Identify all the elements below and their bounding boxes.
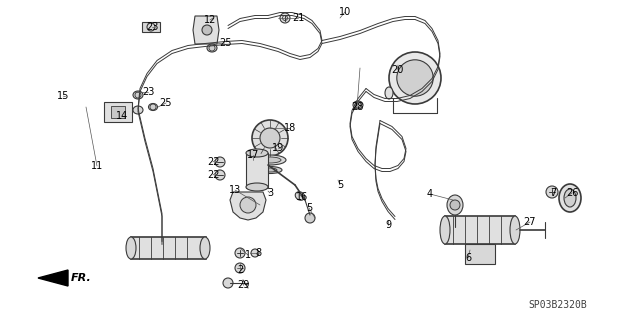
Text: 28: 28 <box>351 102 363 112</box>
Bar <box>111 106 125 118</box>
Bar <box>445 216 515 244</box>
Text: 3: 3 <box>267 188 273 198</box>
Text: 12: 12 <box>204 15 216 25</box>
Circle shape <box>252 120 288 156</box>
Text: SP03B2320B: SP03B2320B <box>529 300 588 310</box>
Circle shape <box>280 13 290 23</box>
Text: 20: 20 <box>391 65 403 75</box>
Ellipse shape <box>385 87 393 99</box>
Ellipse shape <box>254 155 286 165</box>
Ellipse shape <box>564 189 576 207</box>
Text: 11: 11 <box>91 161 103 171</box>
Ellipse shape <box>246 183 268 191</box>
Text: 5: 5 <box>337 180 343 190</box>
Ellipse shape <box>353 101 363 109</box>
Circle shape <box>450 200 460 210</box>
Circle shape <box>215 170 225 180</box>
Ellipse shape <box>133 91 143 99</box>
Circle shape <box>546 186 558 198</box>
Text: 23: 23 <box>142 87 154 97</box>
Bar <box>131 237 206 259</box>
Bar <box>246 153 268 188</box>
Ellipse shape <box>148 103 157 110</box>
Text: 14: 14 <box>116 111 128 121</box>
Ellipse shape <box>126 237 136 259</box>
Ellipse shape <box>200 237 210 259</box>
Circle shape <box>235 248 245 258</box>
Text: 19: 19 <box>272 143 284 153</box>
Text: 9: 9 <box>385 220 391 230</box>
Bar <box>142 22 160 32</box>
Circle shape <box>305 213 315 223</box>
Circle shape <box>260 128 280 148</box>
Ellipse shape <box>263 168 277 172</box>
Ellipse shape <box>510 216 520 244</box>
Ellipse shape <box>559 184 581 212</box>
Text: 25: 25 <box>160 98 172 108</box>
Polygon shape <box>38 270 68 286</box>
Text: 17: 17 <box>247 150 259 160</box>
Circle shape <box>215 157 225 167</box>
Text: 10: 10 <box>339 7 351 17</box>
Text: 27: 27 <box>524 217 536 227</box>
Circle shape <box>235 263 245 273</box>
Ellipse shape <box>295 192 305 200</box>
Ellipse shape <box>447 195 463 215</box>
Bar <box>465 244 495 264</box>
Ellipse shape <box>259 157 281 163</box>
Text: 2: 2 <box>237 265 243 275</box>
Ellipse shape <box>133 106 143 114</box>
Text: 23: 23 <box>146 22 158 32</box>
Ellipse shape <box>246 149 268 157</box>
Ellipse shape <box>258 167 282 174</box>
Text: 26: 26 <box>566 188 578 198</box>
Circle shape <box>397 60 433 96</box>
Text: 16: 16 <box>296 192 308 202</box>
Ellipse shape <box>440 216 450 244</box>
Text: 22: 22 <box>207 170 220 180</box>
Text: 13: 13 <box>229 185 241 195</box>
Text: 21: 21 <box>292 13 304 23</box>
Circle shape <box>240 197 256 213</box>
Text: 5: 5 <box>306 203 312 213</box>
Circle shape <box>202 25 212 35</box>
Text: 22: 22 <box>207 157 220 167</box>
Text: 25: 25 <box>219 38 231 48</box>
Text: 18: 18 <box>284 123 296 133</box>
Text: 7: 7 <box>550 188 556 198</box>
Text: 8: 8 <box>255 248 261 258</box>
Circle shape <box>251 249 259 257</box>
Text: 1: 1 <box>245 250 251 260</box>
Polygon shape <box>230 192 266 220</box>
Text: 29: 29 <box>237 280 249 290</box>
Circle shape <box>389 52 441 104</box>
Text: FR.: FR. <box>71 273 92 283</box>
Text: 4: 4 <box>427 189 433 199</box>
Circle shape <box>223 278 233 288</box>
Polygon shape <box>193 16 219 44</box>
Ellipse shape <box>207 44 217 52</box>
Bar <box>104 102 132 122</box>
Text: 15: 15 <box>57 91 69 101</box>
Text: 6: 6 <box>465 253 471 263</box>
